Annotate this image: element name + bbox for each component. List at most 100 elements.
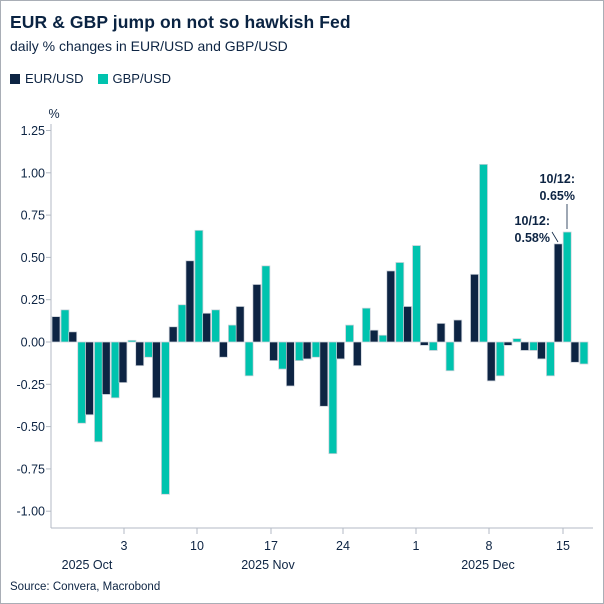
bar-eur-usd	[436, 323, 446, 343]
x-tick-label: 17	[264, 539, 278, 553]
chart-subtitle: daily % changes in EUR/USD and GBP/USD	[10, 38, 288, 54]
bar-eur-usd	[118, 341, 128, 383]
bar-gbp-usd	[378, 334, 388, 343]
bar-eur-usd	[202, 312, 212, 343]
bar-eur-usd	[285, 341, 295, 387]
bar-eur-usd	[168, 326, 178, 343]
bar-gbp-usd	[94, 341, 103, 443]
bar-eur-usd	[302, 341, 312, 360]
bar-eur-usd	[51, 316, 61, 343]
bar-gbp-usd	[345, 324, 354, 343]
bar-gbp-usd	[579, 341, 589, 365]
bar-eur-usd	[85, 341, 94, 416]
x-tick-label: 24	[336, 539, 350, 553]
bar-gbp-usd	[144, 341, 154, 358]
bar-gbp-usd	[127, 339, 137, 343]
bar-eur-usd	[520, 341, 530, 351]
x-month-label: 2025 Oct	[62, 558, 113, 572]
bar-eur-usd	[503, 341, 513, 346]
bar-eur-usd	[152, 341, 161, 399]
bar-gbp-usd	[495, 341, 505, 377]
y-tick-label: 1.00	[21, 166, 45, 180]
bar-gbp-usd	[194, 229, 204, 343]
eur-usd-swatch-icon	[10, 73, 20, 84]
bar-eur-usd	[101, 341, 111, 395]
bar-eur-usd	[386, 270, 396, 343]
bar-eur-usd	[369, 329, 379, 343]
annotation-label: 0.65%	[540, 189, 575, 203]
bar-eur-usd	[135, 341, 145, 367]
bar-eur-usd	[553, 243, 563, 343]
bar-gbp-usd	[77, 341, 87, 424]
bar-eur-usd	[486, 341, 496, 382]
bar-gbp-usd	[261, 265, 271, 343]
bar-gbp-usd	[278, 341, 287, 370]
x-tick-label: 10	[190, 539, 204, 553]
legend-label-eur-usd: EUR/USD	[25, 71, 84, 86]
bar-gbp-usd	[361, 307, 371, 343]
bar-gbp-usd	[428, 341, 438, 351]
annotation-label: 10/12:	[540, 172, 575, 186]
bar-eur-usd	[219, 341, 228, 358]
legend: EUR/USD GBP/USD	[10, 71, 171, 86]
y-tick-label: 0.50	[21, 251, 45, 265]
source-note: Source: Convera, Macrobond	[10, 581, 161, 593]
bar-gbp-usd	[328, 341, 338, 455]
y-axis-unit-label: %	[48, 107, 59, 121]
bar-gbp-usd	[311, 341, 321, 358]
bar-gbp-usd	[562, 231, 572, 343]
page-title: EUR & GBP jump on not so hawkish Fed	[10, 12, 351, 32]
bar-eur-usd	[453, 319, 463, 343]
x-month-label: 2025 Dec	[461, 558, 515, 572]
x-tick-label: 1	[413, 539, 420, 553]
bar-eur-usd	[252, 284, 262, 343]
bar-eur-usd	[403, 306, 412, 343]
bar-eur-usd	[470, 273, 479, 343]
y-tick-label: -1.00	[17, 505, 46, 519]
bar-gbp-usd	[177, 304, 187, 343]
y-tick-label: 0.25	[21, 293, 45, 307]
y-tick-label: -0.25	[17, 378, 46, 392]
bar-gbp-usd	[479, 163, 488, 343]
bar-gbp-usd	[110, 341, 120, 399]
y-tick-label: 0.00	[21, 336, 45, 350]
legend-item-gbp-usd: GBP/USD	[97, 71, 172, 86]
y-tick-label: 1.25	[21, 124, 45, 138]
legend-label-gbp-usd: GBP/USD	[112, 71, 172, 86]
bar-gbp-usd	[228, 324, 237, 343]
x-tick-label: 8	[486, 539, 493, 553]
x-tick-label: 15	[556, 539, 570, 553]
x-month-label: 2025 Nov	[241, 558, 295, 572]
bar-gbp-usd	[244, 341, 254, 377]
annotation-label: 0.58%	[515, 231, 550, 245]
legend-item-eur-usd: EUR/USD	[10, 71, 84, 86]
bar-gbp-usd	[294, 341, 304, 361]
bar-gbp-usd	[395, 262, 405, 343]
bar-gbp-usd	[445, 341, 455, 372]
annotation-label: 10/12:	[515, 214, 550, 228]
gbp-usd-swatch-icon	[97, 73, 108, 84]
bar-eur-usd	[352, 341, 362, 367]
bar-eur-usd	[570, 341, 580, 363]
bar-eur-usd	[336, 341, 345, 360]
y-tick-label: -0.75	[17, 462, 46, 476]
bar-gbp-usd	[512, 338, 522, 343]
bar-eur-usd	[68, 331, 78, 343]
bar-eur-usd	[537, 341, 546, 360]
x-tick-label: 3	[121, 539, 128, 553]
bar-eur-usd	[419, 341, 429, 346]
y-tick-label: 0.75	[21, 209, 45, 223]
bar-eur-usd	[235, 306, 245, 343]
annotation-leader-line	[551, 231, 559, 243]
bar-eur-usd	[319, 341, 329, 407]
bar-gbp-usd	[546, 341, 555, 377]
bar-gbp-usd	[412, 245, 421, 343]
bar-eur-usd	[269, 341, 278, 361]
bar-gbp-usd	[161, 341, 170, 495]
bar-gbp-usd	[60, 309, 70, 343]
y-tick-label: -0.50	[17, 420, 46, 434]
bar-gbp-usd	[529, 341, 539, 351]
bar-eur-usd	[185, 260, 195, 343]
